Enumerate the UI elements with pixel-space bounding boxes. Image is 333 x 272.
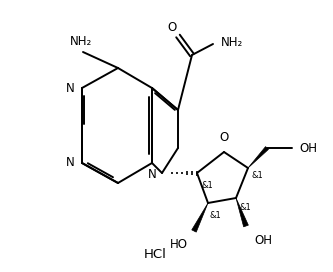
Polygon shape (192, 203, 208, 232)
Text: HCl: HCl (144, 249, 166, 261)
Text: &1: &1 (201, 181, 213, 190)
Text: NH₂: NH₂ (70, 35, 92, 48)
Text: &1: &1 (210, 211, 222, 220)
Text: N: N (66, 156, 75, 169)
Text: O: O (219, 131, 229, 144)
Text: OH: OH (254, 233, 272, 246)
Text: N: N (66, 82, 75, 94)
Text: &1: &1 (240, 203, 252, 212)
Text: O: O (167, 21, 176, 34)
Polygon shape (248, 147, 268, 168)
Text: &1: &1 (251, 172, 263, 181)
Text: OH: OH (299, 143, 317, 156)
Text: N: N (148, 168, 157, 181)
Text: NH₂: NH₂ (221, 36, 243, 48)
Text: HO: HO (170, 239, 188, 252)
Polygon shape (236, 198, 248, 227)
